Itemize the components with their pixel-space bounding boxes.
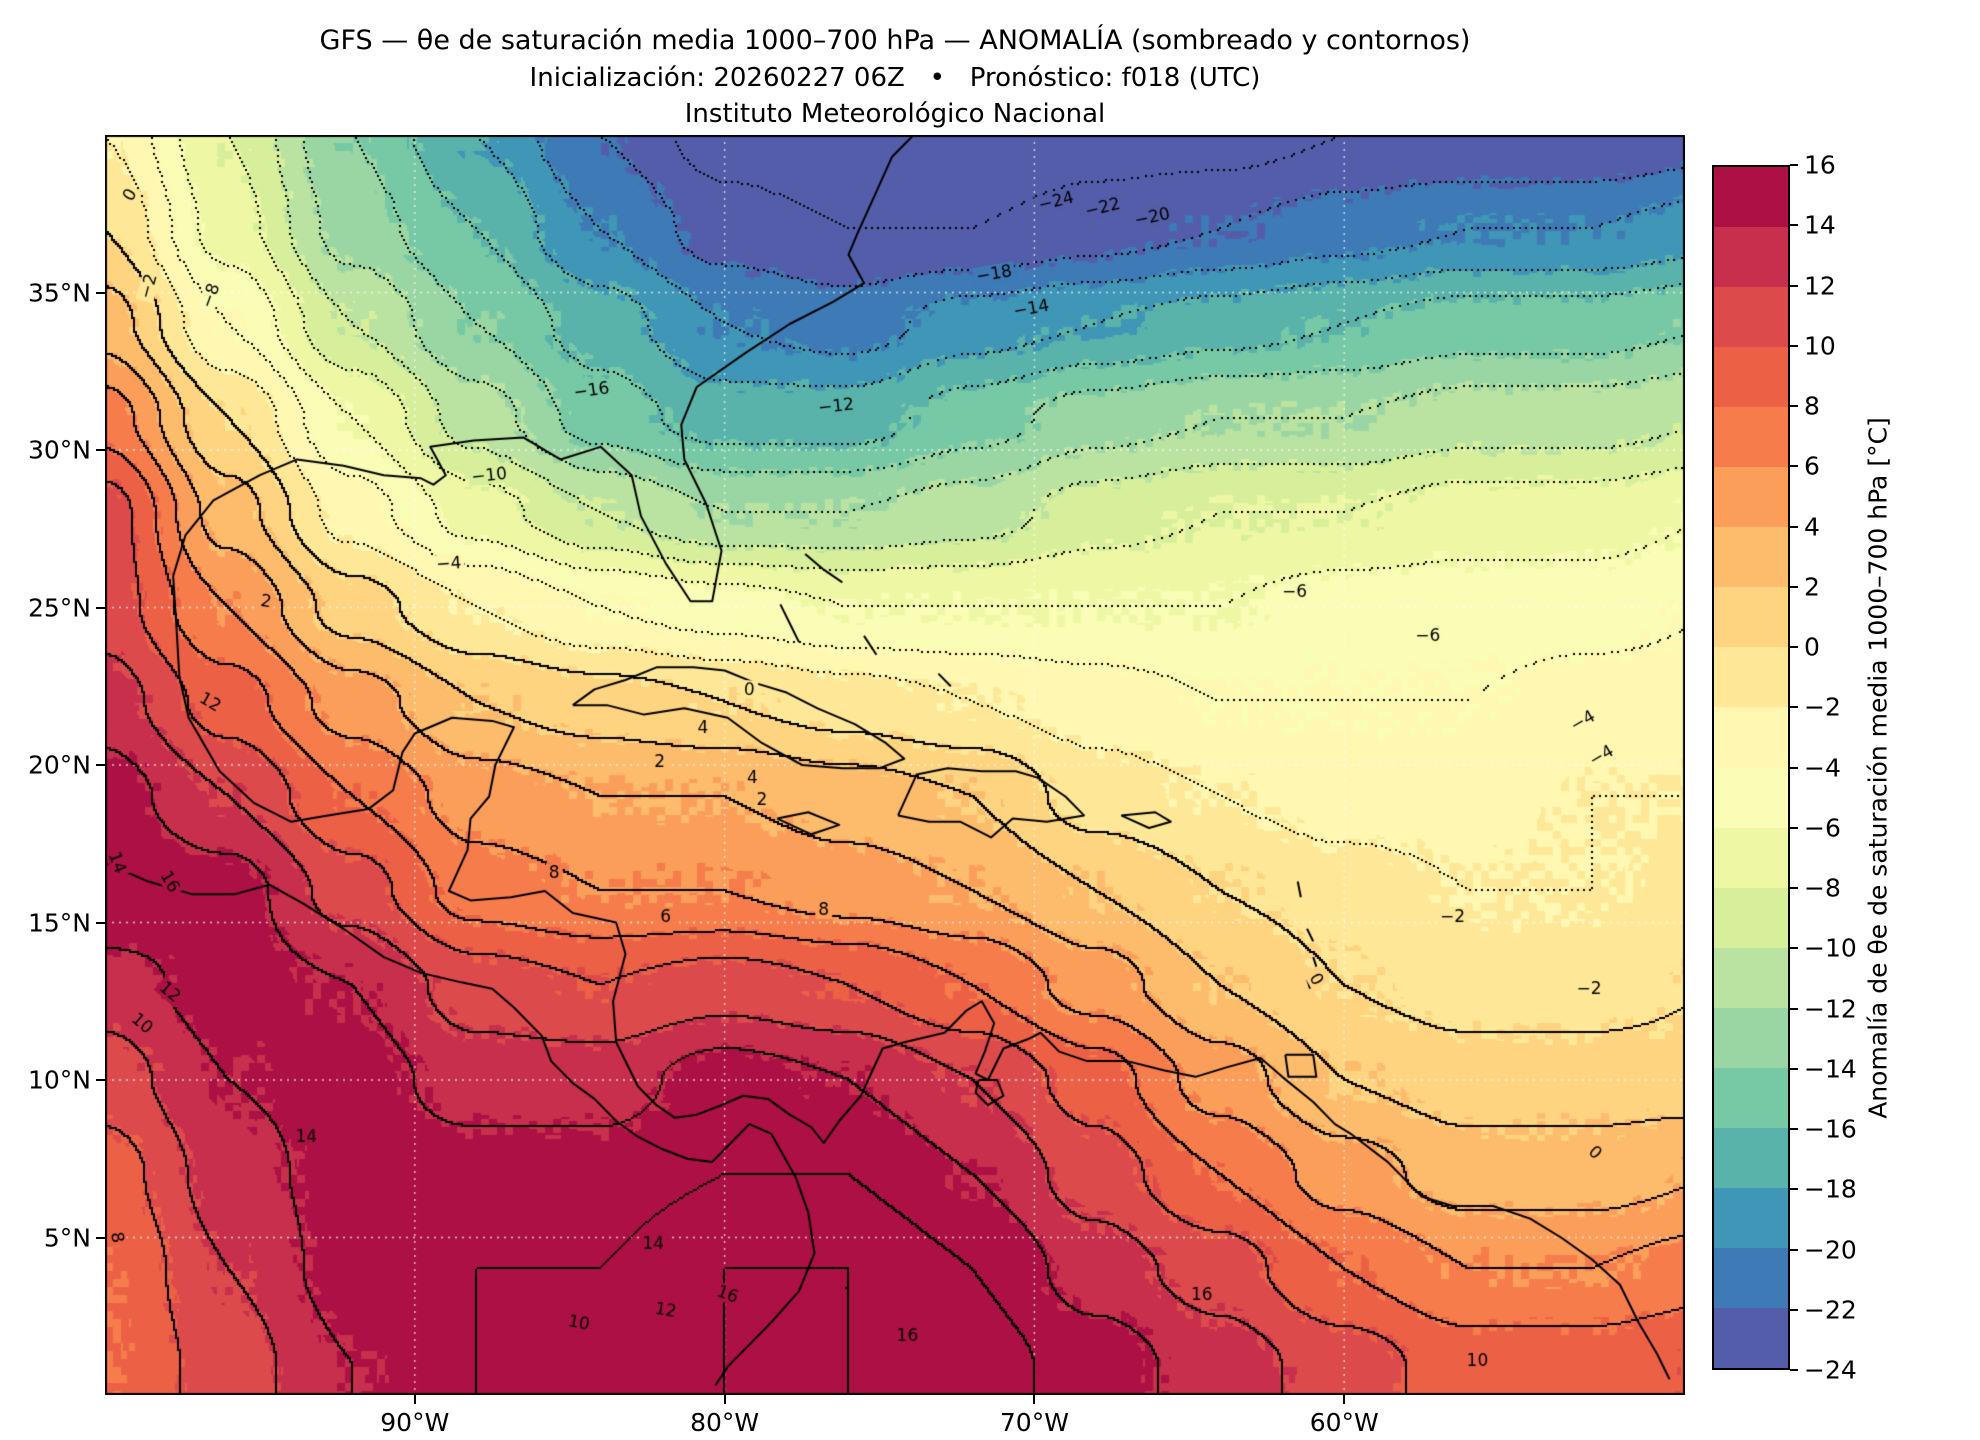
colorbar-tick-label: 8 (1804, 391, 1820, 421)
colorbar-tick-mark (1790, 585, 1798, 588)
colorbar-tick-mark (1790, 224, 1798, 227)
colorbar-tick-label: −4 (1804, 753, 1841, 782)
figure-title: GFS — θe de saturación media 1000–700 hP… (319, 25, 1471, 56)
colorbar-band (1714, 467, 1788, 528)
y-tick-mark (96, 921, 105, 924)
colorbar-band (1714, 1247, 1788, 1308)
colorbar (1712, 165, 1790, 1370)
colorbar-band (1714, 587, 1788, 648)
colorbar-band (1714, 347, 1788, 408)
colorbar-tick-mark (1790, 1248, 1798, 1251)
y-tick-label: 20°N (27, 750, 91, 780)
colorbar-tick-label: −14 (1804, 1054, 1857, 1084)
colorbar-tick-label: −8 (1804, 873, 1841, 903)
colorbar-tick-label: 6 (1804, 451, 1820, 481)
colorbar-tick-label: 10 (1804, 331, 1836, 361)
x-tick-mark (413, 1395, 416, 1404)
figure-title-block: GFS — θe de saturación media 1000–700 hP… (320, 22, 1471, 132)
x-tick-mark (723, 1395, 726, 1404)
colorbar-band (1714, 1187, 1788, 1248)
colorbar-tick-mark (1790, 1067, 1798, 1070)
colorbar-tick-mark (1790, 1369, 1798, 1371)
colorbar-band (1714, 227, 1788, 288)
colorbar-tick-mark (1790, 344, 1798, 347)
figure-subtitle: Inicialización: 20260227 06Z • Pronóstic… (529, 63, 1261, 93)
y-tick-mark (96, 449, 105, 451)
colorbar-band (1714, 707, 1788, 768)
colorbar-tick-label: −24 (1804, 1355, 1857, 1385)
colorbar-tick-label: −20 (1804, 1235, 1857, 1264)
colorbar-tick-mark (1790, 1188, 1798, 1191)
x-tick-label: 90°W (380, 1408, 450, 1437)
y-tick-label: 25°N (27, 593, 91, 622)
y-tick-label: 5°N (43, 1223, 91, 1252)
y-tick-mark (96, 606, 105, 609)
colorbar-tick-label: 2 (1804, 572, 1820, 602)
colorbar-tick-label: −10 (1804, 933, 1857, 963)
colorbar-tick-mark (1790, 947, 1798, 950)
figure-institution: Instituto Meteorológico Nacional (684, 99, 1106, 129)
colorbar-band (1714, 1127, 1788, 1188)
y-tick-label: 10°N (27, 1065, 91, 1095)
colorbar-band (1714, 287, 1788, 348)
colorbar-tick-label: −6 (1804, 813, 1841, 843)
y-tick-mark (96, 291, 105, 294)
y-tick-mark (96, 1236, 105, 1239)
colorbar-band (1714, 647, 1788, 708)
colorbar-tick-label: −16 (1804, 1114, 1857, 1144)
colorbar-tick-mark (1790, 164, 1798, 166)
colorbar-tick-mark (1790, 1308, 1798, 1311)
colorbar-band (1714, 767, 1788, 828)
map-canvas (105, 135, 1685, 1395)
colorbar-tick-mark (1790, 766, 1798, 769)
colorbar-tick-mark (1790, 405, 1798, 407)
colorbar-tick-label: 14 (1804, 210, 1836, 240)
colorbar-band (1714, 887, 1788, 948)
colorbar-tick-mark (1790, 826, 1798, 829)
y-tick-mark (96, 764, 105, 766)
colorbar-tick-mark (1790, 646, 1798, 648)
colorbar-tick-mark (1790, 706, 1798, 709)
colorbar-band (1714, 947, 1788, 1008)
y-tick-mark (96, 1079, 105, 1081)
x-tick-mark (1343, 1395, 1346, 1404)
x-tick-label: 60°W (1309, 1408, 1379, 1437)
colorbar-band (1714, 1307, 1788, 1368)
colorbar-band (1714, 827, 1788, 888)
colorbar-tick-mark (1790, 525, 1798, 528)
colorbar-band (1714, 1067, 1788, 1128)
colorbar-band (1714, 527, 1788, 588)
colorbar-tick-label: −12 (1804, 994, 1857, 1023)
colorbar-tick-mark (1790, 1128, 1798, 1130)
x-tick-label: 70°W (999, 1408, 1069, 1437)
colorbar-tick-label: −18 (1804, 1174, 1857, 1204)
colorbar-tick-mark (1790, 887, 1798, 889)
y-tick-label: 15°N (27, 908, 91, 937)
colorbar-tick-label: 12 (1804, 271, 1836, 300)
colorbar-tick-label: 4 (1804, 512, 1820, 541)
y-tick-label: 35°N (27, 278, 91, 307)
y-tick-label: 30°N (27, 435, 91, 465)
colorbar-label: Anomalía de θe de saturación media 1000–… (1863, 417, 1893, 1119)
colorbar-band (1714, 1007, 1788, 1068)
colorbar-tick-label: 0 (1804, 632, 1820, 662)
x-tick-mark (1033, 1395, 1036, 1404)
colorbar-tick-mark (1790, 1007, 1798, 1010)
colorbar-tick-label: −22 (1804, 1295, 1857, 1325)
colorbar-tick-mark (1790, 284, 1798, 287)
x-tick-label: 80°W (690, 1408, 760, 1437)
colorbar-band (1714, 167, 1788, 228)
colorbar-tick-label: 16 (1804, 150, 1836, 180)
colorbar-band (1714, 407, 1788, 468)
colorbar-tick-mark (1790, 465, 1798, 468)
colorbar-tick-label: −2 (1804, 692, 1841, 722)
